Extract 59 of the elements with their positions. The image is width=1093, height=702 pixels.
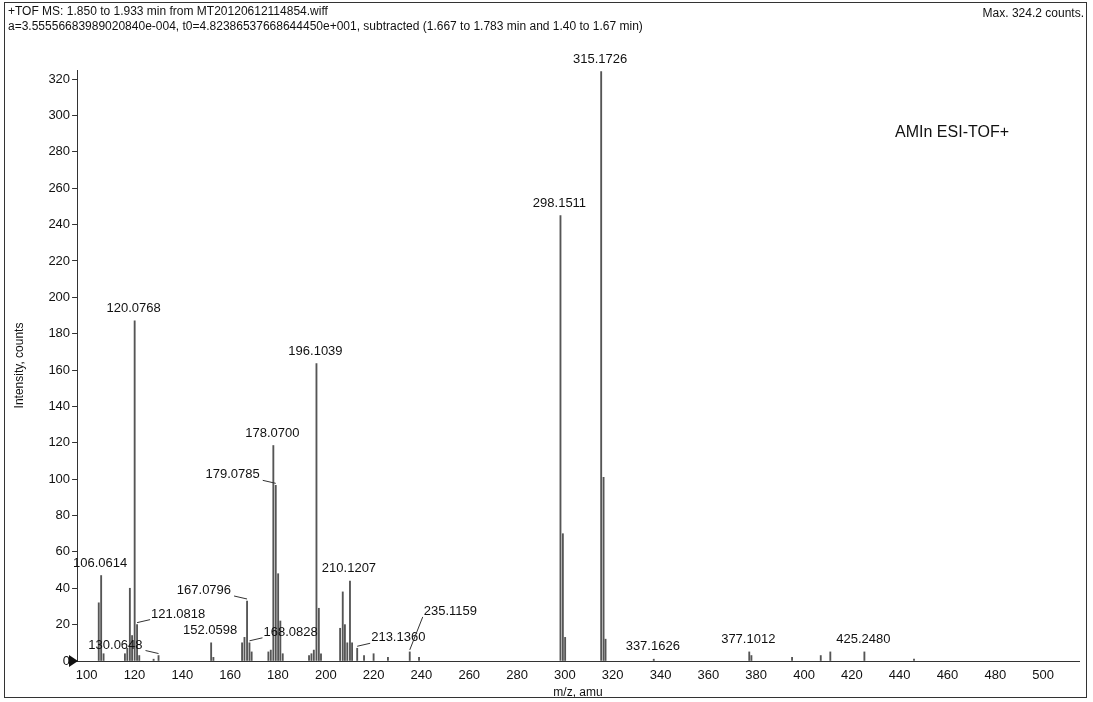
annotation: 298.1511 <box>532 194 587 210</box>
y-tick-label: 20 <box>55 616 71 632</box>
y-tick-label: 320 <box>48 70 71 86</box>
y-tick-label: 220 <box>48 252 71 268</box>
x-tick-label: 480 <box>984 667 1007 683</box>
annotation: 210.1207 <box>321 560 377 576</box>
y-tick-label: 140 <box>48 397 71 413</box>
x-tick-label: 220 <box>362 667 385 683</box>
x-tick-label: 440 <box>888 667 911 683</box>
x-tick-label: 300 <box>554 667 576 683</box>
y-tick-label: 240 <box>48 216 71 232</box>
chart-title: +TOF MS: 1.850 to 1.933 min from MT20120612114854.wiff <box>8 4 328 18</box>
y-tick-label: 100 <box>48 470 71 486</box>
y-tick-label: 60 <box>55 543 71 559</box>
y-tick-label: 80 <box>55 507 71 523</box>
y-tick-label: 200 <box>48 288 71 304</box>
y-tick-label: 40 <box>55 579 71 595</box>
x-tick-label: 420 <box>840 667 863 683</box>
annotation: 196.1039 <box>288 342 343 358</box>
x-tick-label: 240 <box>410 667 433 683</box>
annotation: 235.1159 <box>423 602 478 618</box>
y-tick-label: 300 <box>48 107 71 123</box>
x-axis-title: m/z, amu <box>553 685 603 700</box>
y-tick-label: 120 <box>48 434 71 450</box>
annotation: 167.0796 <box>176 582 232 598</box>
annotation: 425.2480 <box>836 630 891 646</box>
x-tick-label: 200 <box>314 667 337 683</box>
text: Max. 324.2 counts. <box>982 6 1084 20</box>
annotation: 152.0598 <box>183 621 238 637</box>
annotation: 377.1012 <box>721 630 776 646</box>
x-tick-label: 100 <box>75 667 98 683</box>
annotation: AMIn ESI-TOF+ <box>895 123 1009 141</box>
annotation: 178.0700 <box>245 424 300 440</box>
x-tick-label: 260 <box>458 667 481 683</box>
y-tick-label: 180 <box>48 325 71 341</box>
x-tick-label: 320 <box>601 667 624 683</box>
annotation: 121.0818 <box>151 605 206 621</box>
y-tick-label: 160 <box>48 361 71 377</box>
x-tick-label: 400 <box>793 667 815 683</box>
x-tick-label: 340 <box>649 667 672 683</box>
x-tick-label: 380 <box>745 667 768 683</box>
annotation: 120.0768 <box>106 300 161 316</box>
y-tick-label: 280 <box>48 143 71 159</box>
x-tick-label: 140 <box>171 667 194 683</box>
x-tick-label: 160 <box>219 667 241 683</box>
chart-subtitle: a=3.55556683989020840e-004, t0=4.82386537668644450e+001, subtracted (1.667 to 1.783 min and 1.40 to 1.67 min) <box>8 19 643 33</box>
y-tick-label: 0 <box>62 652 71 668</box>
annotation: 315.1726 <box>573 50 628 66</box>
annotation: 179.0785 <box>205 466 260 482</box>
x-tick-label: 460 <box>936 667 959 683</box>
x-tick-label: 500 <box>1032 667 1054 683</box>
x-tick-label: 280 <box>506 667 528 683</box>
annotation: 213.1360 <box>371 629 426 645</box>
x-tick-label: 120 <box>123 667 146 683</box>
y-axis-title: Intensity, counts <box>11 322 26 409</box>
x-tick-label: 180 <box>267 667 289 683</box>
y-tick-label: 260 <box>48 179 71 195</box>
x-tick-label: 360 <box>697 667 720 683</box>
annotation: 337.1626 <box>625 638 680 654</box>
